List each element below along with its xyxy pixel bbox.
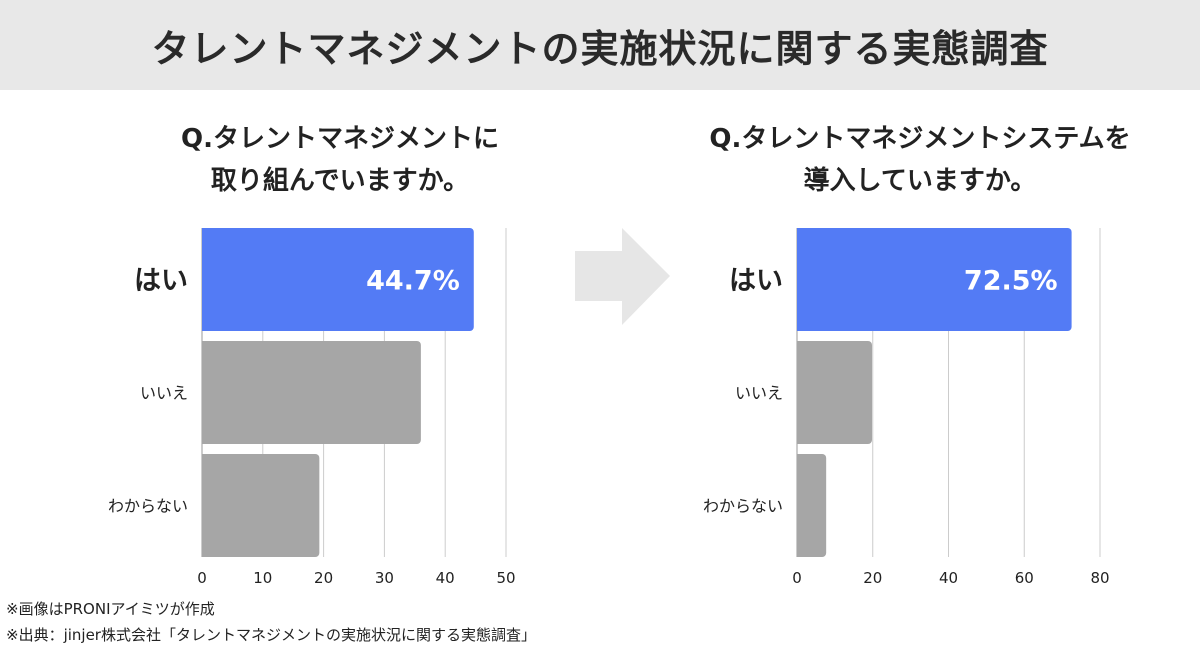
chart-2-xtick-label: 80: [1090, 569, 1109, 587]
chart-2-bar-1: [797, 228, 1072, 331]
chart-2-bar-3: [797, 454, 827, 557]
chart-2-xtick-label: 0: [792, 569, 802, 587]
chart-1-bar-2-edge: [202, 341, 208, 444]
chart-1-question: Q.タレントマネジメントに 取り組んでいますか。: [100, 118, 580, 202]
chart-2-category-label: いいえ: [735, 384, 783, 403]
chart-1-bar-1-edge: [202, 228, 208, 331]
chart-1-question-line1: Q.タレントマネジメントに: [181, 124, 499, 154]
chart-2-question: Q.タレントマネジメントシステムを 導入していますか。: [640, 118, 1200, 202]
chart-2-data-label: 72.5%: [964, 266, 1058, 297]
chart-1-xtick-label: 40: [436, 569, 455, 587]
chart-1-question-line2: 取り組んでいますか。: [210, 166, 470, 196]
chart-1-data-label: 44.7%: [366, 266, 460, 297]
chart-1-xtick-label: 10: [253, 569, 272, 587]
chart-1-xtick-label: 0: [197, 569, 207, 587]
chart-2-bar-1-edge: [797, 228, 803, 331]
chart-1-category-label: はい: [134, 266, 188, 297]
chart-2-xtick-label: 40: [939, 569, 958, 587]
chart-1-bar-2: [202, 341, 421, 444]
chart-2-question-line2: 導入していますか。: [803, 166, 1037, 196]
chart-1-xtick-label: 20: [314, 569, 333, 587]
chart-2-bar-2-edge: [797, 341, 803, 444]
chart-2-bar-3-edge: [797, 454, 803, 557]
chart-1-xtick-label: 50: [496, 569, 515, 587]
chart-1-category-label: わからない: [108, 497, 188, 516]
chart-1-xtick-label: 30: [375, 569, 394, 587]
chart-2-category-label: わからない: [703, 497, 783, 516]
footer-note-source: ※出典：jinjer株式会社「タレントマネジメントの実施状況に関する実態調査」: [6, 626, 536, 644]
chart-2-bar-2: [797, 341, 872, 444]
page-title: タレントマネジメントの実施状況に関する実態調査: [0, 0, 1200, 90]
chart-2-category-label: はい: [729, 266, 783, 297]
right-arrow-icon: [575, 228, 670, 325]
footer-note-creator: ※画像はPRONIアイミツが作成: [6, 600, 215, 618]
chart-1-bar-1: [202, 228, 474, 331]
chart-2-question-line1: Q.タレントマネジメントシステムを: [709, 124, 1131, 154]
chart-1-bar-3: [202, 454, 320, 557]
chart-1-category-label: いいえ: [140, 384, 188, 403]
chart-2-xtick-label: 60: [1015, 569, 1034, 587]
chart-1-bar-3-edge: [202, 454, 208, 557]
chart-2-xtick-label: 20: [863, 569, 882, 587]
